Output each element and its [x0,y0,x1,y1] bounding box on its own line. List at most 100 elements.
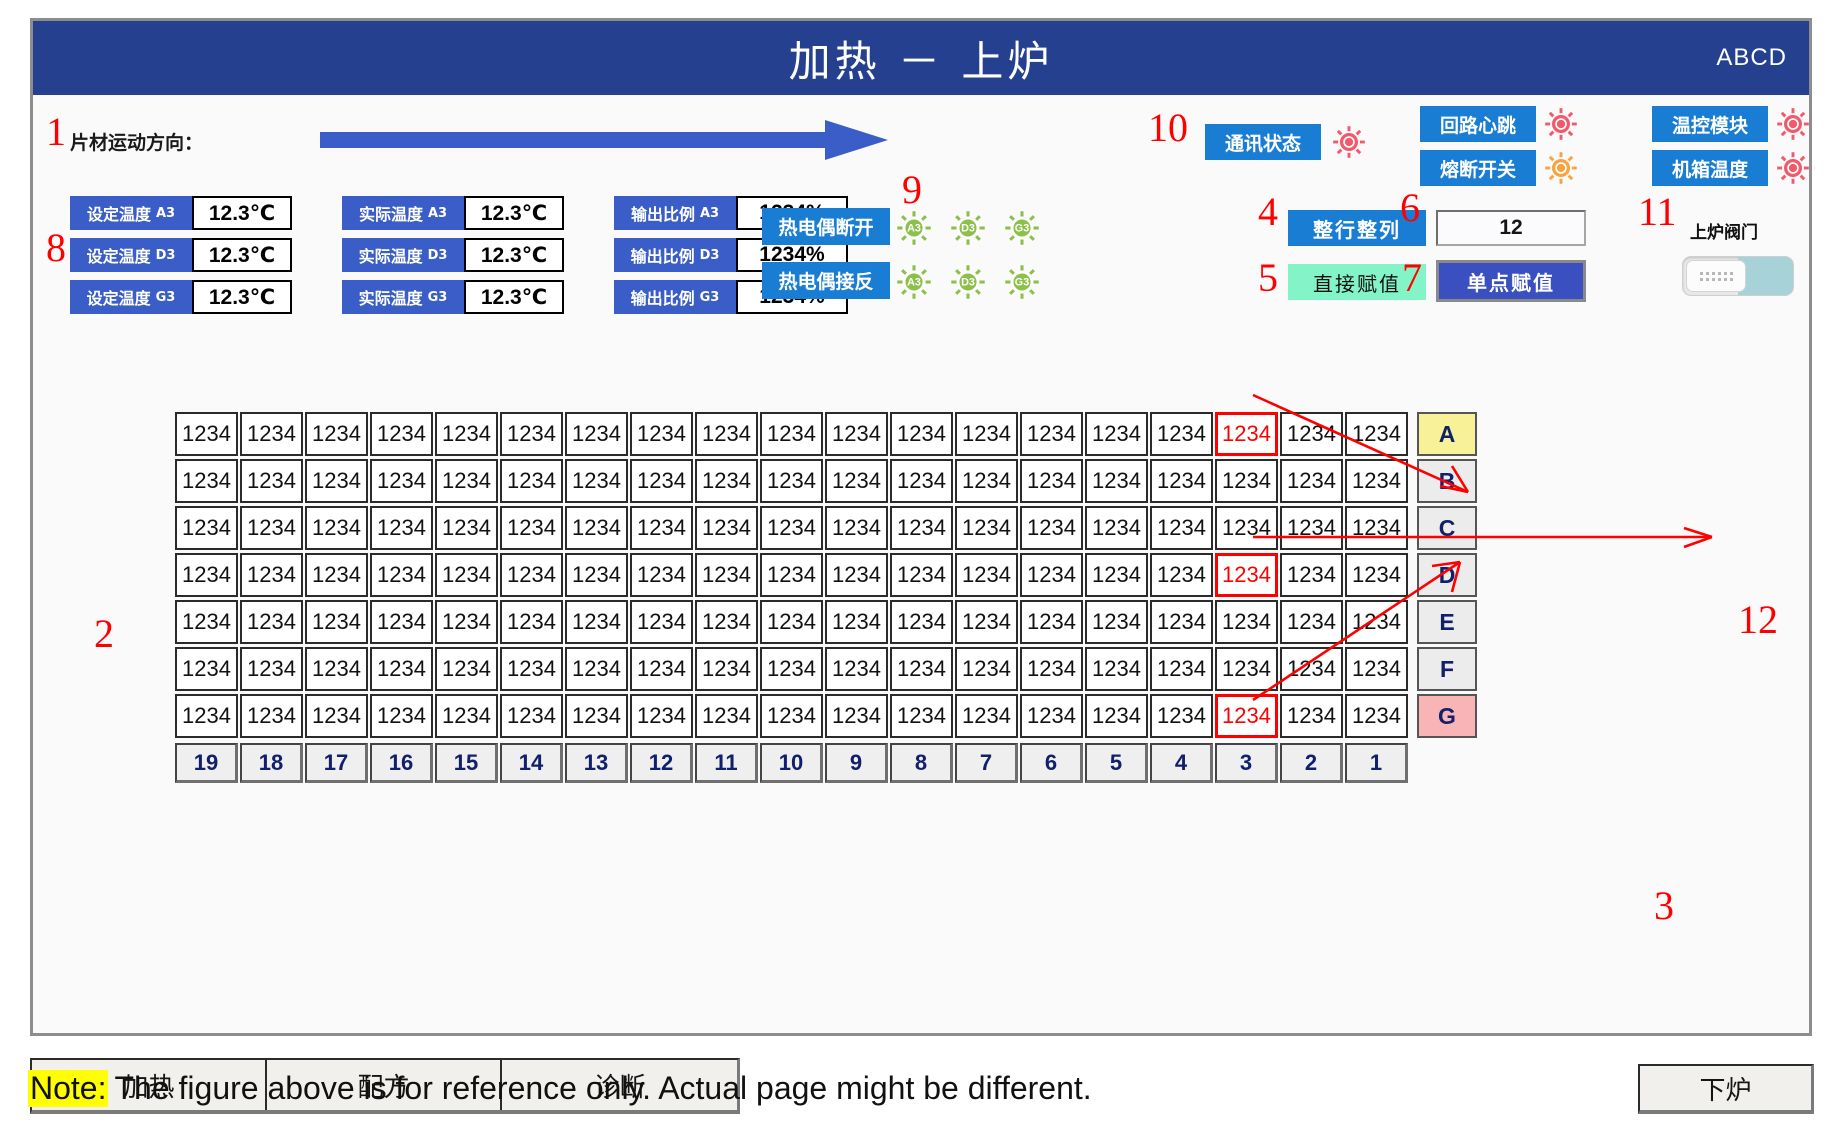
grid-cell-B-8[interactable]: 1234 [890,459,953,503]
grid-cell-E-1[interactable]: 1234 [1345,600,1408,644]
grid-cell-F-12[interactable]: 1234 [630,647,693,691]
grid-cell-F-8[interactable]: 1234 [890,647,953,691]
grid-cell-F-11[interactable]: 1234 [695,647,758,691]
grid-cell-B-9[interactable]: 1234 [825,459,888,503]
temp-set-value-A3[interactable]: 12.3℃ [192,196,292,230]
status-button-0[interactable]: 回路心跳 [1420,106,1536,142]
grid-cell-B-18[interactable]: 1234 [240,459,303,503]
upper-furnace-valve-toggle[interactable] [1682,256,1794,296]
grid-cell-B-17[interactable]: 1234 [305,459,368,503]
grid-cell-D-19[interactable]: 1234 [175,553,238,597]
grid-row-label-F[interactable]: F [1417,647,1477,691]
grid-cell-C-11[interactable]: 1234 [695,506,758,550]
grid-cell-A-4[interactable]: 1234 [1150,412,1213,456]
grid-cell-A-2[interactable]: 1234 [1280,412,1343,456]
grid-cell-D-17[interactable]: 1234 [305,553,368,597]
grid-cell-C-7[interactable]: 1234 [955,506,1018,550]
grid-cell-B-15[interactable]: 1234 [435,459,498,503]
grid-row-label-D[interactable]: D [1417,553,1477,597]
comm-status-button[interactable]: 通讯状态 [1205,124,1321,160]
grid-cell-A-13[interactable]: 1234 [565,412,628,456]
grid-cell-E-8[interactable]: 1234 [890,600,953,644]
thermocouple-reverse-button[interactable]: 热电偶接反 [762,262,890,299]
grid-cell-F-5[interactable]: 1234 [1085,647,1148,691]
grid-column-label-8[interactable]: 8 [890,743,953,783]
grid-cell-G-17[interactable]: 1234 [305,694,368,738]
grid-cell-E-12[interactable]: 1234 [630,600,693,644]
grid-column-label-16[interactable]: 16 [370,743,433,783]
grid-cell-B-3[interactable]: 1234 [1215,459,1278,503]
grid-cell-A-14[interactable]: 1234 [500,412,563,456]
grid-cell-E-17[interactable]: 1234 [305,600,368,644]
grid-cell-B-2[interactable]: 1234 [1280,459,1343,503]
grid-cell-C-8[interactable]: 1234 [890,506,953,550]
grid-cell-E-15[interactable]: 1234 [435,600,498,644]
grid-cell-C-15[interactable]: 1234 [435,506,498,550]
grid-cell-F-7[interactable]: 1234 [955,647,1018,691]
grid-cell-B-7[interactable]: 1234 [955,459,1018,503]
grid-cell-G-11[interactable]: 1234 [695,694,758,738]
grid-column-label-2[interactable]: 2 [1280,743,1343,783]
grid-cell-F-15[interactable]: 1234 [435,647,498,691]
grid-cell-D-2[interactable]: 1234 [1280,553,1343,597]
grid-cell-B-1[interactable]: 1234 [1345,459,1408,503]
grid-cell-F-19[interactable]: 1234 [175,647,238,691]
grid-column-label-15[interactable]: 15 [435,743,498,783]
grid-cell-G-16[interactable]: 1234 [370,694,433,738]
grid-column-label-7[interactable]: 7 [955,743,1018,783]
temp-set-value-G3[interactable]: 12.3℃ [192,280,292,314]
grid-cell-C-1[interactable]: 1234 [1345,506,1408,550]
grid-cell-A-3[interactable]: 1234 [1215,412,1278,456]
grid-cell-D-11[interactable]: 1234 [695,553,758,597]
grid-column-label-17[interactable]: 17 [305,743,368,783]
whole-row-column-button[interactable]: 整行整列 [1288,210,1426,246]
grid-cell-B-16[interactable]: 1234 [370,459,433,503]
grid-cell-B-19[interactable]: 1234 [175,459,238,503]
grid-cell-B-14[interactable]: 1234 [500,459,563,503]
grid-cell-E-16[interactable]: 1234 [370,600,433,644]
grid-cell-D-12[interactable]: 1234 [630,553,693,597]
grid-cell-F-13[interactable]: 1234 [565,647,628,691]
grid-cell-B-4[interactable]: 1234 [1150,459,1213,503]
grid-cell-E-7[interactable]: 1234 [955,600,1018,644]
grid-cell-G-8[interactable]: 1234 [890,694,953,738]
grid-cell-B-12[interactable]: 1234 [630,459,693,503]
grid-cell-F-4[interactable]: 1234 [1150,647,1213,691]
grid-cell-D-18[interactable]: 1234 [240,553,303,597]
grid-row-label-E[interactable]: E [1417,600,1477,644]
grid-column-label-4[interactable]: 4 [1150,743,1213,783]
grid-cell-G-10[interactable]: 1234 [760,694,823,738]
grid-cell-G-13[interactable]: 1234 [565,694,628,738]
grid-cell-E-18[interactable]: 1234 [240,600,303,644]
grid-cell-F-10[interactable]: 1234 [760,647,823,691]
grid-cell-C-3[interactable]: 1234 [1215,506,1278,550]
grid-cell-C-18[interactable]: 1234 [240,506,303,550]
grid-cell-C-4[interactable]: 1234 [1150,506,1213,550]
grid-cell-B-6[interactable]: 1234 [1020,459,1083,503]
grid-cell-C-5[interactable]: 1234 [1085,506,1148,550]
grid-cell-D-14[interactable]: 1234 [500,553,563,597]
grid-cell-B-13[interactable]: 1234 [565,459,628,503]
grid-cell-E-6[interactable]: 1234 [1020,600,1083,644]
thermocouple-break-button[interactable]: 热电偶断开 [762,208,890,245]
grid-cell-D-8[interactable]: 1234 [890,553,953,597]
grid-cell-E-4[interactable]: 1234 [1150,600,1213,644]
grid-cell-A-11[interactable]: 1234 [695,412,758,456]
grid-cell-A-9[interactable]: 1234 [825,412,888,456]
temp-actual-value-D3[interactable]: 12.3℃ [464,238,564,272]
grid-cell-D-9[interactable]: 1234 [825,553,888,597]
grid-cell-E-11[interactable]: 1234 [695,600,758,644]
grid-cell-G-18[interactable]: 1234 [240,694,303,738]
grid-cell-D-4[interactable]: 1234 [1150,553,1213,597]
grid-cell-A-18[interactable]: 1234 [240,412,303,456]
temp-set-value-D3[interactable]: 12.3℃ [192,238,292,272]
nav-tab-0[interactable]: 加热 [32,1060,267,1110]
grid-cell-G-15[interactable]: 1234 [435,694,498,738]
grid-cell-F-1[interactable]: 1234 [1345,647,1408,691]
grid-row-label-B[interactable]: B [1417,459,1477,503]
grid-cell-A-17[interactable]: 1234 [305,412,368,456]
temp-actual-value-A3[interactable]: 12.3℃ [464,196,564,230]
grid-cell-G-2[interactable]: 1234 [1280,694,1343,738]
grid-cell-D-3[interactable]: 1234 [1215,553,1278,597]
grid-cell-B-10[interactable]: 1234 [760,459,823,503]
